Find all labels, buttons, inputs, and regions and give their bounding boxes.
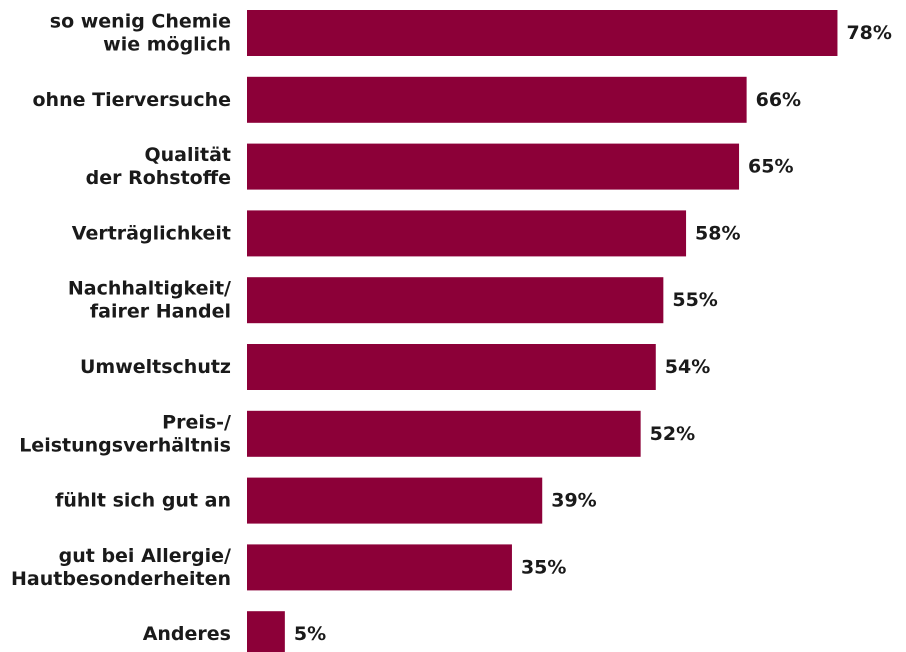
category-label: Leistungsverhältnis <box>19 434 231 456</box>
value-label: 78% <box>846 22 891 44</box>
value-label: 35% <box>521 556 566 578</box>
category-label: wie möglich <box>103 34 231 56</box>
bar-1 <box>247 76 747 123</box>
value-label: 58% <box>695 222 740 244</box>
bar-7 <box>247 477 543 524</box>
category-label: Qualität <box>144 144 231 166</box>
bar-3 <box>247 210 687 257</box>
category-label: Anderes <box>143 623 231 645</box>
bar-9 <box>247 611 285 652</box>
bar-6 <box>247 410 641 457</box>
category-label: fühlt sich gut an <box>55 490 231 512</box>
category-label: Umweltschutz <box>80 356 231 378</box>
category-label: Verträglichkeit <box>72 222 231 244</box>
value-label: 54% <box>665 356 710 378</box>
bar-5 <box>247 344 656 390</box>
category-label: Preis-/ <box>162 411 231 433</box>
value-label: 52% <box>650 423 695 445</box>
bar-4 <box>247 277 664 324</box>
bar-0 <box>247 10 838 56</box>
value-label: 5% <box>294 623 326 645</box>
category-label: der Rohstoffe <box>86 167 231 189</box>
value-label: 55% <box>672 289 717 311</box>
category-label: ohne Tierversuche <box>33 89 232 111</box>
category-label: Hautbesonderheiten <box>11 568 231 590</box>
category-label: fairer Handel <box>90 301 231 323</box>
category-label: gut bei Allergie/ <box>59 545 231 567</box>
value-label: 39% <box>551 490 596 512</box>
category-label: so wenig Chemie <box>50 11 231 33</box>
value-label: 66% <box>756 89 801 111</box>
bar-2 <box>247 143 740 190</box>
value-label: 65% <box>748 156 793 178</box>
category-label: Nachhaltigkeit/ <box>68 278 231 300</box>
bar-8 <box>247 544 512 591</box>
